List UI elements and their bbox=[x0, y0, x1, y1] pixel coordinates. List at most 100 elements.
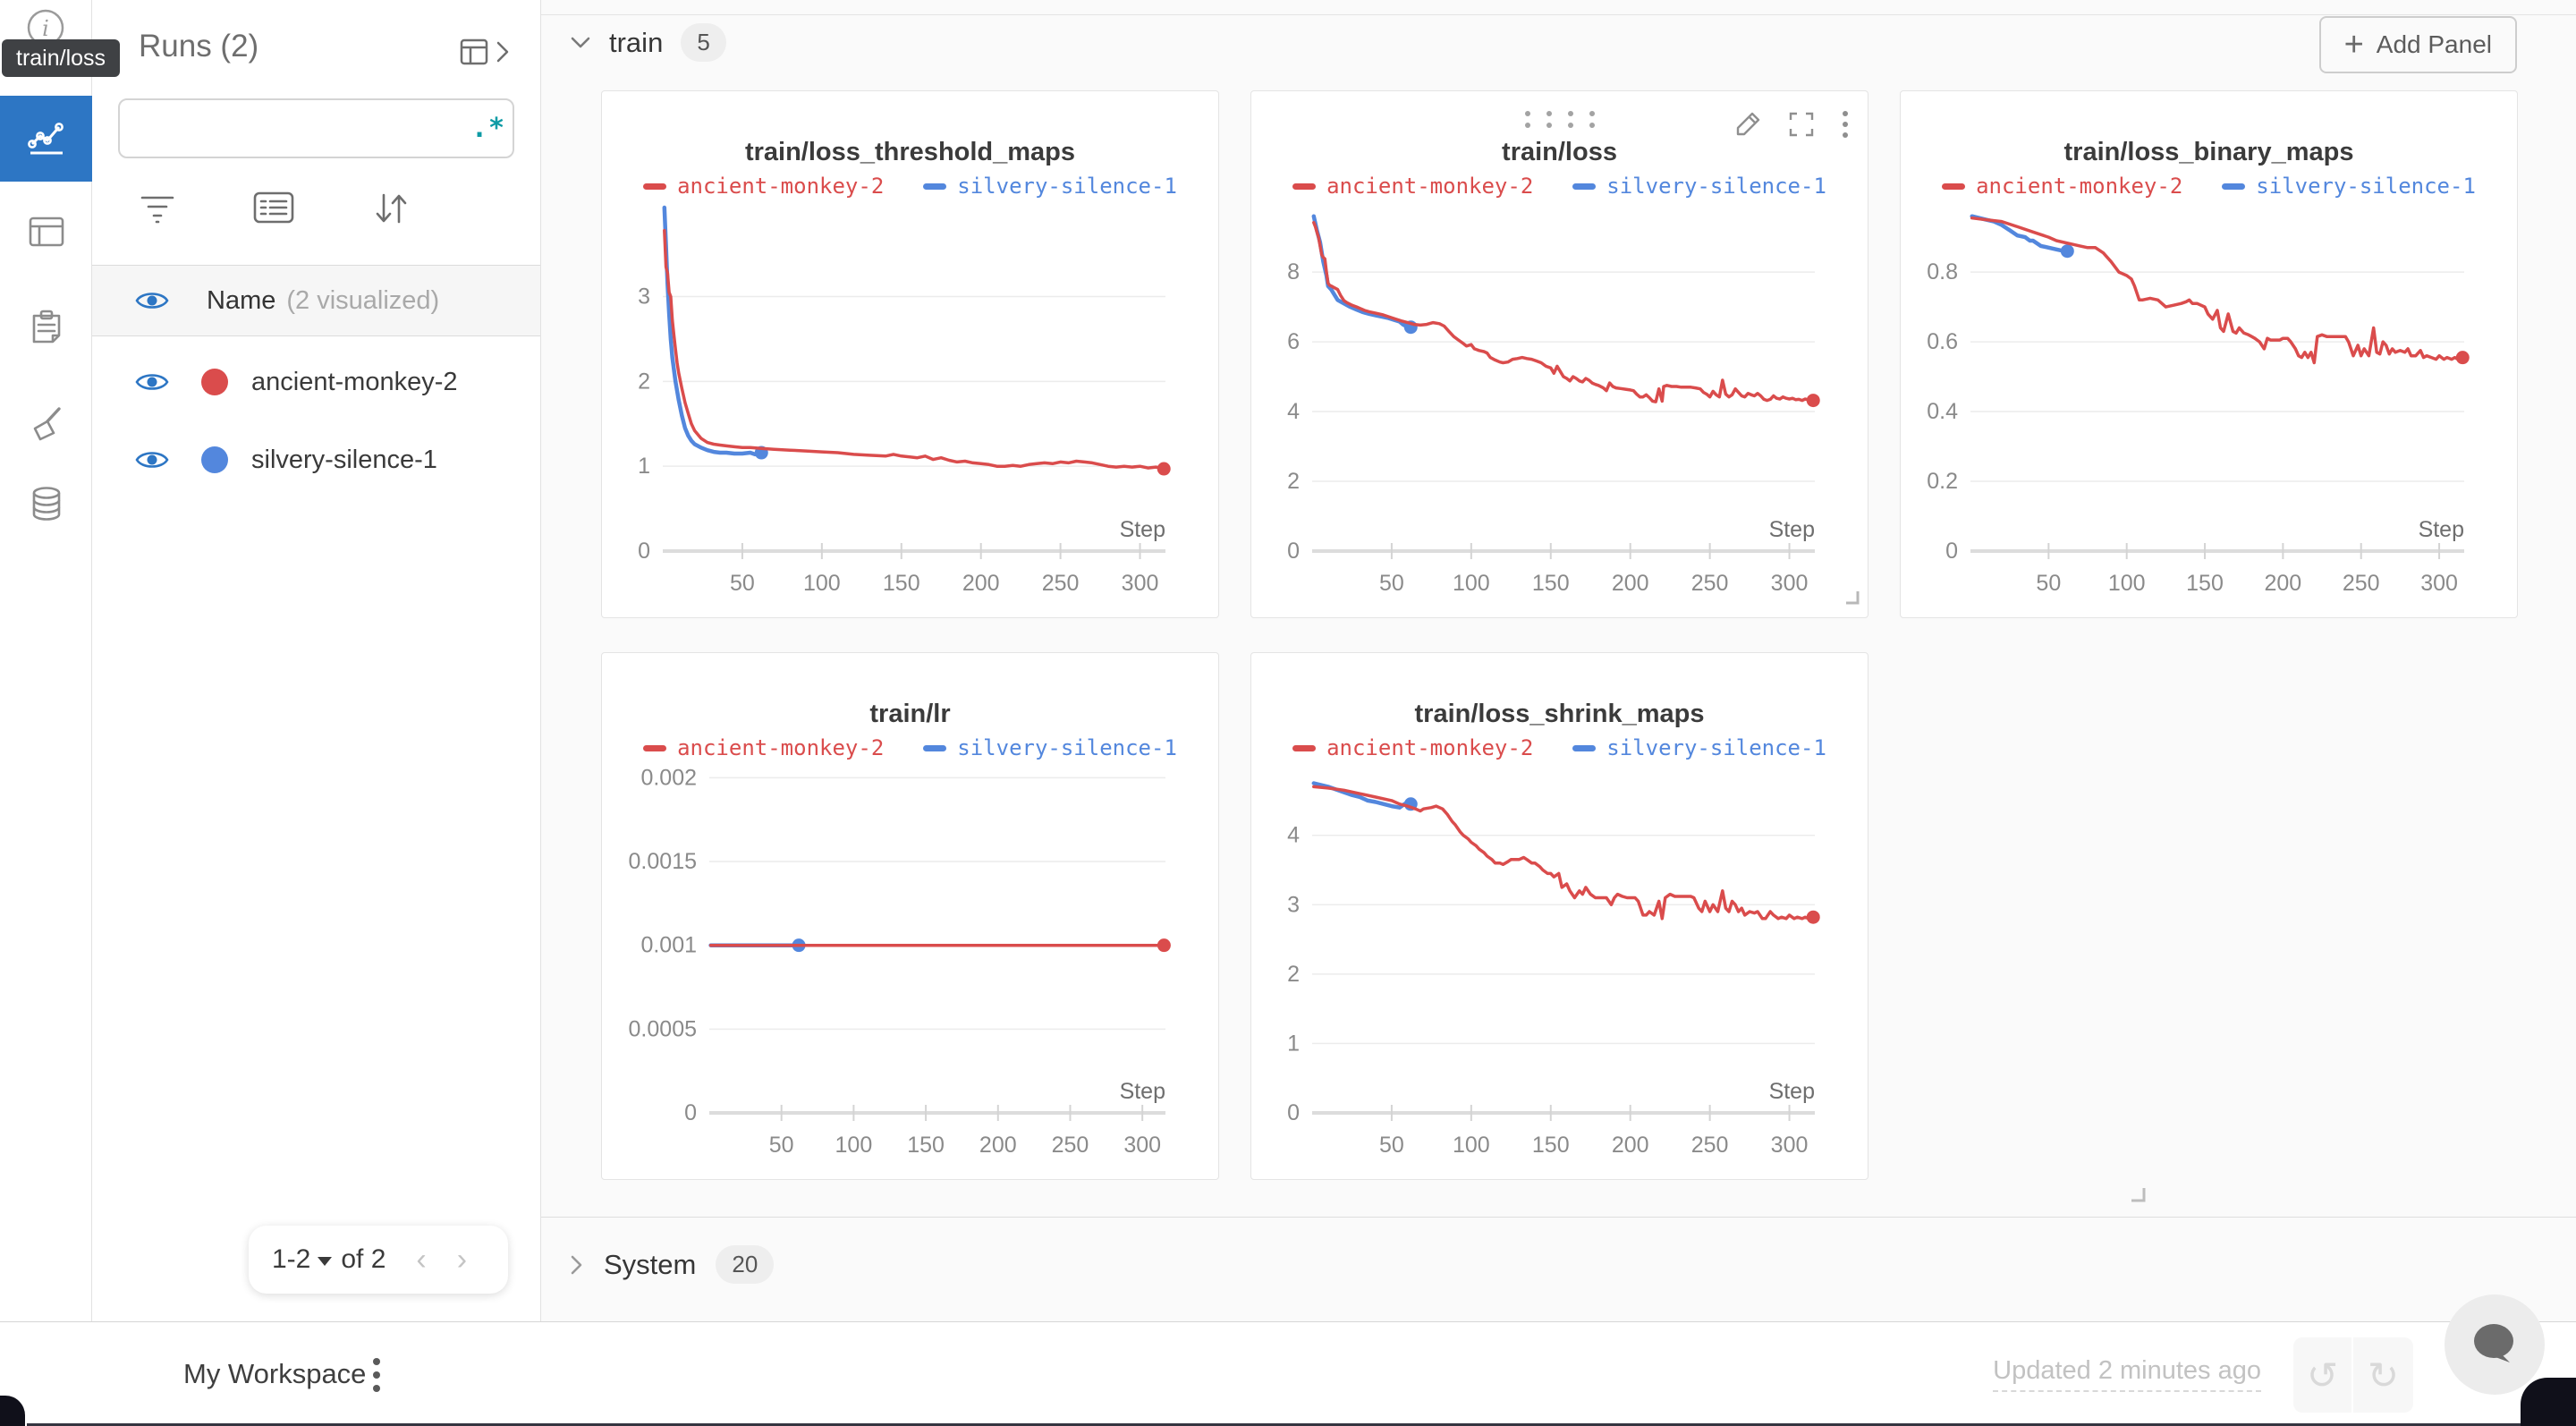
database-icon bbox=[26, 484, 67, 530]
x-tick-label: 200 bbox=[962, 571, 1000, 596]
x-tick-label: 50 bbox=[730, 571, 755, 596]
x-tick-label: 200 bbox=[979, 1133, 1017, 1158]
pagination-next-icon[interactable]: › bbox=[456, 1242, 468, 1277]
section-system-label: System bbox=[604, 1248, 697, 1280]
x-tick-label: 100 bbox=[2108, 571, 2146, 596]
run-row[interactable]: silvery-silence-1 bbox=[92, 421, 540, 498]
y-tick-label: 0.6 bbox=[1927, 329, 1958, 354]
panel-train-loss-binary-maps[interactable]: train/loss_binary_maps ancient-monkey-2 si… bbox=[1900, 90, 2518, 618]
updated-timestamp[interactable]: Updated 2 minutes ago bbox=[1993, 1356, 2261, 1392]
y-tick-label: 0 bbox=[638, 539, 650, 564]
add-panel-button[interactable]: + Add Panel bbox=[2318, 16, 2517, 73]
y-tick-label: 3 bbox=[638, 284, 650, 310]
legend-item[interactable]: ancient-monkey-2 bbox=[1292, 735, 1533, 760]
filter-icon[interactable] bbox=[139, 190, 176, 232]
legend-item[interactable]: silvery-silence-1 bbox=[1572, 174, 1826, 199]
pagination-range[interactable]: 1-2 bbox=[272, 1244, 311, 1274]
x-tick-label: 150 bbox=[883, 571, 920, 596]
panel-title: train/loss_binary_maps bbox=[2063, 138, 2354, 166]
chart-svg[interactable]: 0 1 2 3 4 50 100 150 200 250 300 Step bbox=[1251, 653, 1869, 1181]
panel-controls bbox=[1733, 109, 1850, 140]
legend-item[interactable]: ancient-monkey-2 bbox=[1942, 174, 2182, 199]
panel-title: train/lr bbox=[869, 700, 951, 728]
chart-svg[interactable]: 0 0.2 0.4 0.6 0.8 50 100 150 200 250 300 Step bbox=[1901, 91, 2519, 619]
legend-item[interactable]: silvery-silence-1 bbox=[1572, 735, 1826, 760]
eye-icon[interactable] bbox=[135, 289, 169, 312]
run-name[interactable]: ancient-monkey-2 bbox=[251, 367, 458, 396]
chart-svg[interactable]: 0 0.0005 0.001 0.0015 0.002 50 100 150 200 250 300… bbox=[602, 653, 1220, 1181]
sidebar-item-table[interactable] bbox=[0, 191, 92, 276]
panel-resize-handle-icon[interactable] bbox=[1843, 588, 1862, 612]
workspace-title[interactable]: My Workspace bbox=[183, 1358, 367, 1389]
redo-icon[interactable]: ↻ bbox=[2367, 1353, 2400, 1397]
series-end-dot-ancient-monkey-2 bbox=[1806, 394, 1820, 408]
y-tick-label: 6 bbox=[1287, 329, 1300, 354]
runs-sidebar: Runs (2) .* bbox=[92, 0, 541, 1321]
chat-support-button[interactable] bbox=[2445, 1294, 2545, 1395]
sidebar-item-sweeps[interactable] bbox=[0, 383, 92, 469]
panel-train-loss-threshold-maps[interactable]: train/loss_threshold_maps ancient-monkey-… bbox=[601, 90, 1219, 618]
sidebar-item-charts[interactable] bbox=[0, 96, 92, 182]
legend-item[interactable]: silvery-silence-1 bbox=[2222, 174, 2476, 199]
legend-run-name: silvery-silence-1 bbox=[957, 174, 1177, 199]
section-resize-handle-icon[interactable] bbox=[2126, 1183, 2149, 1206]
runs-list-header[interactable]: Name (2 visualized) bbox=[92, 265, 540, 336]
sidebar-item-artifacts[interactable] bbox=[0, 463, 92, 549]
runs-name-column-label: Name bbox=[207, 285, 276, 315]
run-row[interactable]: ancient-monkey-2 bbox=[92, 344, 540, 420]
run-name[interactable]: silvery-silence-1 bbox=[251, 445, 437, 474]
regex-toggle[interactable]: .* bbox=[471, 113, 506, 144]
workspace-menu-kebab-icon[interactable] bbox=[371, 1355, 382, 1395]
panel-train-loss-shrink-maps[interactable]: train/loss_shrink_maps ancient-monkey-2 si… bbox=[1250, 652, 1868, 1180]
section-system-header[interactable]: System 20 bbox=[570, 1245, 775, 1284]
runs-table-toggle-icon[interactable] bbox=[460, 36, 513, 68]
panel-legend: ancient-monkey-2 silvery-silence-1 bbox=[1251, 735, 1868, 760]
eye-icon[interactable] bbox=[135, 370, 169, 394]
y-tick-label: 0 bbox=[1945, 539, 1958, 564]
sidebar-item-logs[interactable] bbox=[0, 286, 92, 372]
series-line-ancient-monkey-2 bbox=[1312, 221, 1815, 403]
series-line-silvery-silence-1 bbox=[1970, 214, 2070, 253]
chart-svg[interactable]: 0 1 2 3 50 100 150 200 250 300 Step bbox=[602, 91, 1220, 619]
x-tick-label: 50 bbox=[1379, 571, 1404, 596]
chart-svg[interactable]: 0 2 4 6 8 50 100 150 200 250 300 Step bbox=[1251, 91, 1869, 619]
panel-title: train/loss bbox=[1502, 138, 1617, 166]
panel-train-lr[interactable]: train/lr ancient-monkey-2 silvery-silence-… bbox=[601, 652, 1219, 1180]
run-color-dot bbox=[201, 446, 228, 473]
chevron-right-icon bbox=[571, 1255, 582, 1274]
legend-item[interactable]: ancient-monkey-2 bbox=[643, 174, 884, 199]
x-axis-title: Step bbox=[2419, 517, 2464, 542]
x-axis-line bbox=[1970, 549, 2464, 553]
fullscreen-icon[interactable] bbox=[1787, 110, 1816, 139]
x-tick-label: 50 bbox=[769, 1133, 794, 1158]
y-tick-label: 2 bbox=[1287, 962, 1300, 987]
panel-menu-kebab-icon[interactable] bbox=[1841, 109, 1850, 140]
legend-run-name: silvery-silence-1 bbox=[1606, 174, 1826, 199]
eye-icon[interactable] bbox=[135, 448, 169, 471]
run-search-box[interactable]: .* bbox=[118, 98, 514, 158]
legend-run-name: ancient-monkey-2 bbox=[1326, 735, 1534, 760]
edit-panel-icon[interactable] bbox=[1733, 110, 1762, 139]
x-tick-label: 150 bbox=[907, 1133, 945, 1158]
section-train-header[interactable]: train 5 bbox=[570, 23, 726, 62]
pagination-prev-icon[interactable]: ‹ bbox=[416, 1242, 427, 1277]
x-tick-label: 200 bbox=[2265, 571, 2302, 596]
x-tick-label: 250 bbox=[1691, 571, 1729, 596]
legend-item[interactable]: silvery-silence-1 bbox=[923, 174, 1177, 199]
x-tick-label: 250 bbox=[1052, 1133, 1089, 1158]
sort-icon[interactable] bbox=[371, 190, 411, 232]
legend-item[interactable]: silvery-silence-1 bbox=[923, 735, 1177, 760]
x-tick-label: 300 bbox=[1771, 1133, 1809, 1158]
panel-train-loss[interactable]: train/loss ancient-monkey-2 silvery-silenc… bbox=[1250, 90, 1868, 618]
x-tick-label: 150 bbox=[1532, 1133, 1570, 1158]
legend-item[interactable]: ancient-monkey-2 bbox=[1292, 174, 1533, 199]
legend-item[interactable]: ancient-monkey-2 bbox=[643, 735, 884, 760]
panel-legend: ancient-monkey-2 silvery-silence-1 bbox=[602, 735, 1218, 760]
series-end-dot-ancient-monkey-2 bbox=[2455, 351, 2470, 365]
run-search-input[interactable] bbox=[148, 114, 471, 143]
undo-icon[interactable]: ↺ bbox=[2293, 1337, 2353, 1413]
panel-drag-handle-icon[interactable] bbox=[1521, 109, 1599, 133]
window-bottom-edge bbox=[27, 1423, 2545, 1426]
x-axis-title: Step bbox=[1769, 517, 1815, 542]
group-settings-icon[interactable] bbox=[253, 190, 294, 232]
